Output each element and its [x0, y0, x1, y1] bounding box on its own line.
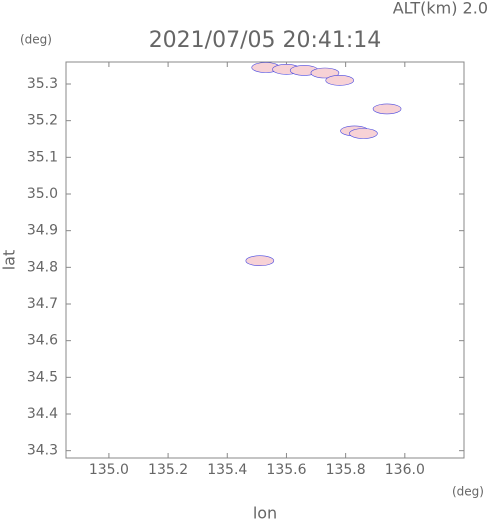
chart-title: 2021/07/05 20:41:14	[149, 28, 382, 53]
y-tick-label: 35.3	[27, 76, 58, 92]
y-tick-label: 34.4	[27, 406, 58, 422]
x-tick-label: 135.0	[89, 462, 129, 478]
y-tick-label: 34.8	[27, 259, 58, 275]
x-tick-label: 135.4	[207, 462, 247, 478]
y-tick-label: 34.9	[27, 223, 58, 239]
x-axis-label: lon	[253, 504, 277, 521]
y-tick-label: 34.3	[27, 443, 58, 459]
x-tick-label: 135.6	[266, 462, 306, 478]
echo	[372, 103, 402, 115]
y-tick-label: 34.5	[27, 369, 58, 385]
echo	[349, 128, 378, 139]
x-tick-label: 136.0	[385, 462, 425, 478]
altitude-label: ALT(km) 2.0	[393, 0, 488, 18]
echo	[245, 255, 275, 267]
y-tick-label: 34.7	[27, 296, 58, 312]
y-axis-label: lat	[0, 250, 19, 271]
y-tick-label: 35.0	[27, 186, 58, 202]
y-tick-label: 35.1	[27, 149, 58, 165]
y-unit: (deg)	[20, 33, 52, 47]
y-tick-label: 35.2	[27, 113, 58, 129]
echo	[325, 75, 355, 86]
echo	[310, 67, 340, 79]
x-unit: (deg)	[452, 485, 484, 499]
x-tick-label: 135.2	[148, 462, 188, 478]
y-tick-label: 34.6	[27, 333, 58, 349]
x-tick-label: 135.8	[326, 462, 366, 478]
plot-frame	[65, 61, 465, 459]
